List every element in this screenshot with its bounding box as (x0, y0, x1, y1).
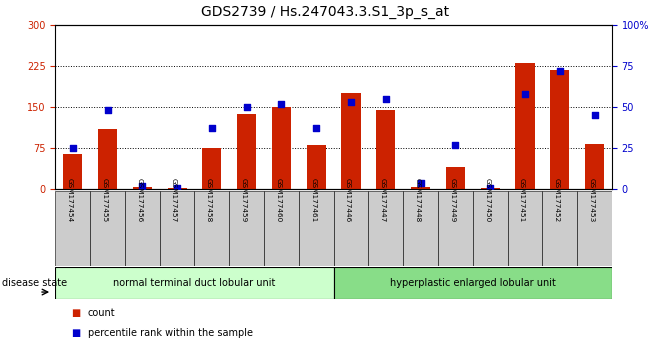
Point (555, 68, 565, 74)
Bar (342, 93, 361, 189)
Bar (438, 191, 473, 266)
Text: GSM177448: GSM177448 (415, 178, 421, 222)
Bar (202, 148, 221, 189)
Text: ■: ■ (72, 308, 81, 318)
Text: GSM177461: GSM177461 (311, 178, 316, 222)
Bar (376, 110, 395, 189)
Text: GSM177450: GSM177450 (484, 178, 490, 222)
Text: hyperplastic enlarged lobular unit: hyperplastic enlarged lobular unit (390, 278, 556, 288)
Text: percentile rank within the sample: percentile rank within the sample (88, 328, 253, 338)
Bar (307, 145, 326, 189)
Point (346, 99, 356, 105)
Bar (159, 191, 195, 266)
Point (450, 142, 461, 148)
Bar (550, 70, 570, 189)
Point (206, 126, 217, 131)
Point (311, 126, 322, 131)
Point (68, 145, 78, 151)
Bar (299, 191, 333, 266)
Text: GSM177447: GSM177447 (380, 178, 386, 222)
Bar (98, 129, 117, 189)
Point (172, 185, 182, 190)
Point (485, 185, 495, 190)
Bar (585, 144, 604, 189)
Text: GSM177457: GSM177457 (171, 178, 177, 222)
Text: GSM177455: GSM177455 (102, 178, 107, 222)
Text: disease state: disease state (2, 278, 67, 288)
Bar (508, 191, 542, 266)
Bar (55, 267, 333, 299)
Text: count: count (88, 308, 115, 318)
Bar (403, 191, 438, 266)
Bar (63, 154, 82, 189)
Bar (195, 191, 229, 266)
Bar (480, 188, 500, 189)
Text: ■: ■ (72, 328, 81, 338)
Text: GSM177446: GSM177446 (345, 178, 351, 222)
Bar (272, 107, 291, 189)
Bar (577, 191, 612, 266)
Point (415, 180, 426, 185)
Bar (125, 191, 159, 266)
Text: GSM177453: GSM177453 (589, 178, 594, 222)
Text: GSM177456: GSM177456 (136, 178, 143, 222)
Bar (516, 63, 534, 189)
Text: GSM177460: GSM177460 (275, 178, 281, 222)
Bar (90, 191, 125, 266)
Point (242, 104, 252, 110)
Bar (411, 187, 430, 189)
Text: GSM177449: GSM177449 (449, 178, 456, 222)
Point (519, 91, 530, 97)
Bar (333, 191, 368, 266)
Bar (446, 167, 465, 189)
Bar (167, 188, 187, 189)
Bar (542, 191, 577, 266)
Bar (229, 191, 264, 266)
Bar (133, 187, 152, 189)
Bar (264, 191, 299, 266)
Text: GSM177452: GSM177452 (554, 178, 560, 222)
Text: GSM177458: GSM177458 (206, 178, 212, 222)
Text: GSM177451: GSM177451 (519, 178, 525, 222)
Point (137, 183, 148, 189)
Text: GDS2739 / Hs.247043.3.S1_3p_s_at: GDS2739 / Hs.247043.3.S1_3p_s_at (201, 5, 450, 19)
Point (102, 108, 113, 113)
Point (381, 96, 391, 102)
Bar (473, 191, 508, 266)
Text: GSM177459: GSM177459 (241, 178, 247, 222)
Bar (55, 191, 90, 266)
Point (276, 101, 286, 107)
Bar (237, 114, 256, 189)
Text: normal terminal duct lobular unit: normal terminal duct lobular unit (113, 278, 275, 288)
Bar (368, 191, 403, 266)
Bar (333, 267, 612, 299)
Text: GSM177454: GSM177454 (67, 178, 73, 222)
Point (589, 113, 600, 118)
